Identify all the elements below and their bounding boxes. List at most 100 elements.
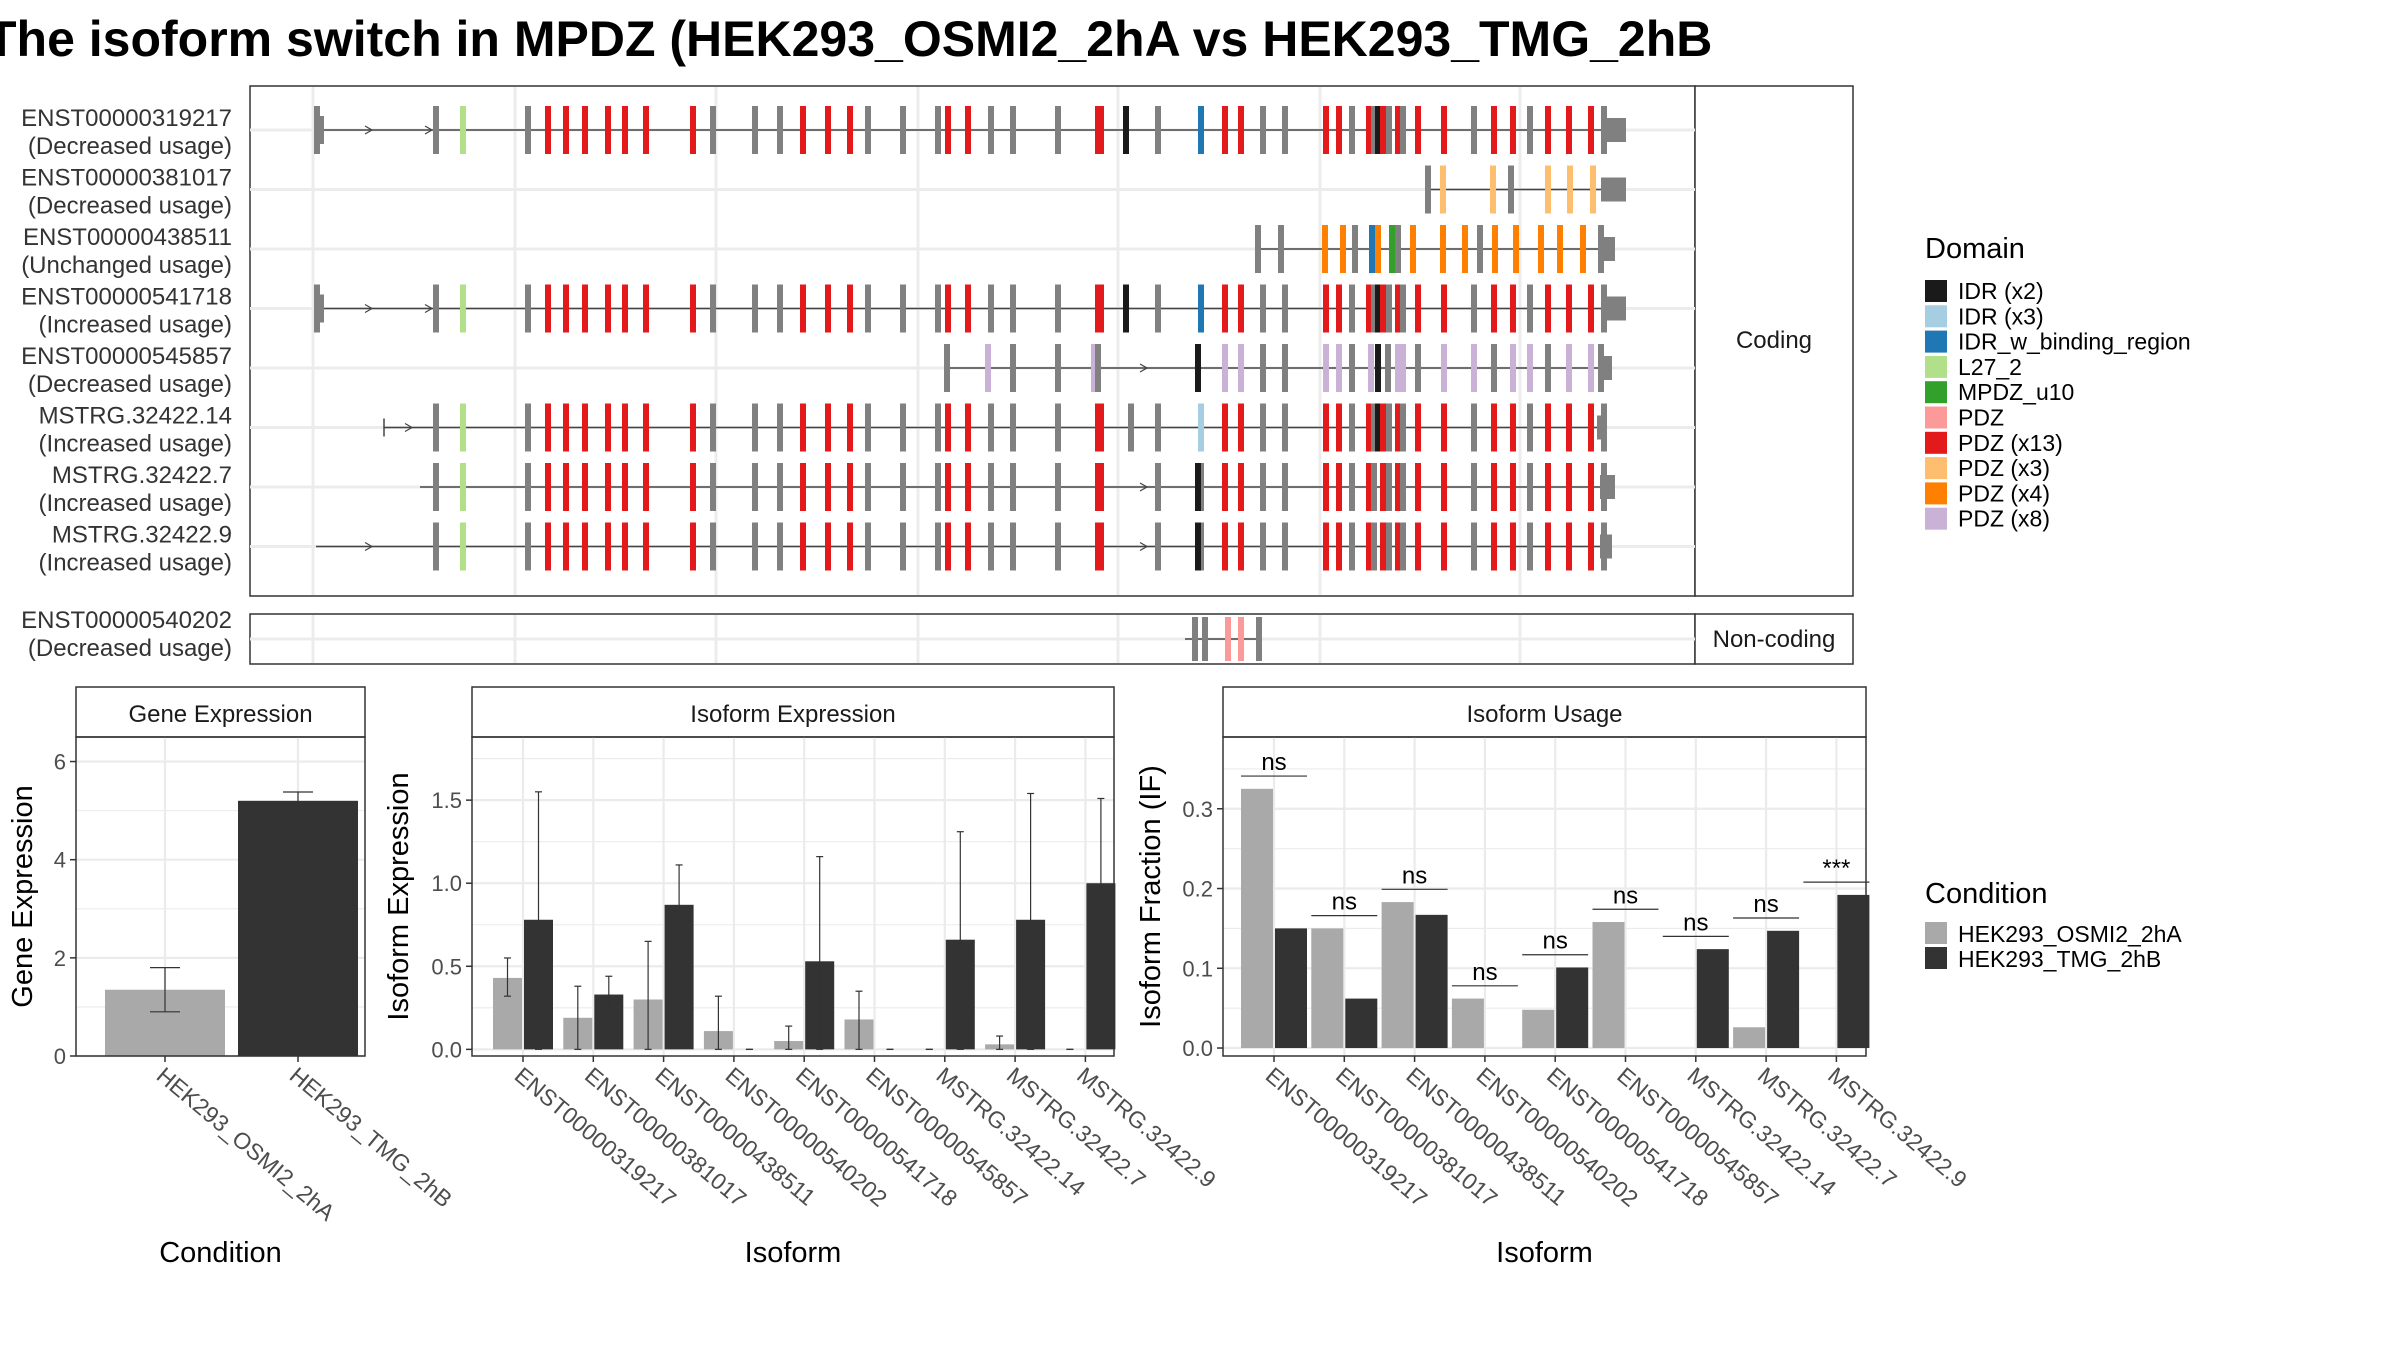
y-axis-title: Isoform Expression [383,772,415,1020]
y-tick-label: 4 [54,848,66,873]
exon [865,284,871,333]
exon [900,463,906,511]
domain-legend-swatch [1925,431,1947,454]
exon [1580,225,1586,273]
exon [1386,522,1392,571]
exon [1462,225,1468,273]
exon [847,463,853,511]
domain-legend-label: PDZ (x3) [1958,455,2050,481]
exon [1395,225,1401,273]
exon [1256,617,1262,661]
exon [1538,225,1544,273]
transcript-label: ENST00000381017 (Decreased usage) [21,165,232,220]
exon [1471,403,1477,452]
exon [1336,284,1342,333]
exon [1471,106,1477,154]
exon [1380,403,1386,452]
exon [1566,106,1572,154]
exon [1323,284,1329,333]
exon [1222,106,1228,154]
exon [643,522,649,571]
exon [1510,522,1516,571]
y-tick-label: 0.1 [1182,956,1213,981]
exon [1155,106,1161,154]
exon [622,463,628,511]
exon [752,522,758,571]
exon [1055,403,1061,452]
exon [1395,344,1401,392]
domain-legend-swatch [1925,507,1947,530]
strand-arrow [364,125,374,135]
exon [935,403,941,452]
exon [1400,106,1406,154]
exon [1323,403,1329,452]
strand-arrow [424,125,434,135]
exon [605,522,611,571]
exon [1336,463,1342,511]
exon [1400,522,1406,571]
transcript-label: ENST00000540202 (Decreased usage) [21,607,232,662]
exon [1380,106,1386,154]
exon [965,403,971,452]
domain-legend-label: IDR_w_binding_region [1958,329,2191,355]
exon [1601,463,1607,511]
exon [985,344,991,392]
exon [1386,463,1392,511]
exon [945,522,951,571]
exon [710,463,716,511]
exon [865,522,871,571]
exon [1545,284,1551,333]
domain-legend-swatch [1925,406,1947,429]
exon [1380,463,1386,511]
exon [777,106,783,154]
exon [1491,106,1497,154]
exon [988,403,994,452]
exon [643,463,649,511]
bar [1767,930,1800,1049]
exon [1510,403,1516,452]
y-tick-label: 6 [54,750,66,775]
exon [1380,284,1386,333]
exon [1395,522,1401,571]
exon [1222,403,1228,452]
exon [1336,106,1342,154]
exon [1386,106,1392,154]
exon [800,463,806,511]
exon [1371,463,1377,511]
exon [1278,225,1284,273]
isoform-usage-chart: Isoform Usage ns ns ns ns ns ns ns ns *** 0.0 0.1 0.… [1135,686,1972,1269]
exon [1195,463,1201,511]
exon [1566,284,1572,333]
panel-border [471,736,1115,1057]
exon [1098,522,1104,571]
exon [1510,106,1516,154]
exon [1527,344,1533,392]
noncoding-strip-label: Non-coding [1713,626,1836,653]
exon [1340,225,1346,273]
exon [1491,284,1497,333]
exon [1366,522,1372,571]
transcript-track [1185,617,1262,661]
y-tick-label: 0 [54,1044,66,1069]
domain-legend-label: IDR (x3) [1958,303,2044,329]
bar [1381,902,1414,1049]
exon [525,522,531,571]
exon [1425,165,1431,214]
exon [1395,106,1401,154]
exon [1490,165,1496,214]
chart-title: Isoform Expression [690,701,895,728]
significance-label: ns [1261,749,1286,776]
exon [1323,522,1329,571]
exon [935,522,941,571]
exon [777,284,783,333]
exon [622,106,628,154]
bar [238,800,358,1056]
exon [1588,106,1594,154]
significance-label: ns [1402,862,1427,889]
exon [433,522,439,571]
exon [1349,344,1355,392]
exon [777,403,783,452]
exon [582,106,588,154]
exon [1195,344,1201,392]
exon [847,106,853,154]
